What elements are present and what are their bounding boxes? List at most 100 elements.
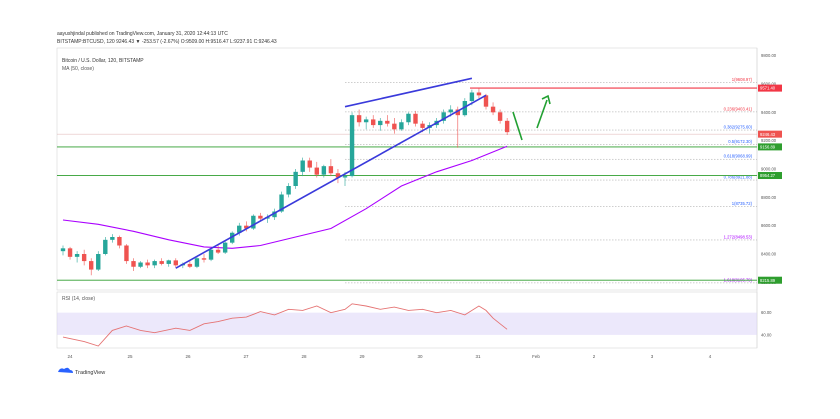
time-tick-label: 4 [709,354,712,359]
time-tick-label: Feb [532,354,540,359]
ma50-line [62,145,508,249]
candle-body [131,261,136,267]
candle [321,164,327,178]
candle-body [335,173,341,178]
price-badge-bg [758,130,782,138]
price-badges: 9571.40 9246.43 9156.89 8954.27 8215.89 [758,84,782,284]
rsi-label: RSI (14, close) [62,296,95,302]
candle-body [237,225,242,233]
time-tick-label: 24 [67,354,73,359]
price-tick-label: 9800.00 [761,53,777,58]
ma-layer [62,145,508,249]
candle [110,234,115,243]
trendline [175,94,487,269]
candle-body [117,237,122,246]
candle [392,118,397,134]
time-tick-label: 2 [593,354,596,359]
rsi-line [62,303,508,347]
candle [455,106,460,148]
candle [363,116,369,130]
candle-body [314,167,319,175]
candle [378,118,383,131]
candle [413,110,418,127]
candle-body [307,160,312,168]
candle-body [469,92,475,101]
price-badge: 8954.27 [758,172,782,180]
candle-body [166,260,171,264]
candle-body [272,211,277,218]
fib-label: 1.272(8498.53) [724,234,753,239]
candle [67,246,73,260]
fib-label: 0.5(9172.30) [728,139,752,144]
candle [483,93,489,110]
time-tick-label: 28 [301,354,307,359]
candle [117,235,122,249]
candle [356,109,362,127]
price-badge-label: 9156.89 [760,145,776,150]
candle-body [286,186,291,195]
price-tick-label: 8600.00 [761,223,777,228]
candle-body [462,101,468,116]
candle-body [258,215,263,219]
candle [208,248,214,262]
horizontal-levels [57,87,757,281]
trendline [344,77,473,108]
candle-body [321,166,327,175]
candle-body [378,120,383,126]
time-tick-label: 29 [359,354,365,359]
candle [74,251,80,263]
price-tick-label: 9200.00 [761,138,777,143]
candle [138,261,143,269]
candle [399,119,404,131]
candle [166,259,171,267]
candle [335,169,341,184]
time-tick-label: 25 [127,354,133,359]
price-badge-label: 9571.40 [760,86,776,91]
up-arrow [536,99,548,129]
ma-label: MA (50, close) [62,66,94,72]
candle-body [342,176,348,178]
candle-body [490,106,496,113]
candle [124,244,129,264]
candle [476,88,482,99]
cloud-icon [58,367,73,373]
time-tick-label: 3 [651,354,654,359]
symbol-line: BITSTAMP:BTCUSD, 120 9246.43 ▼ -253.57 (… [57,39,277,45]
candle-body [215,249,221,253]
candle-body [187,263,193,267]
candle-body [413,113,418,124]
candle [385,115,390,127]
candle [307,157,312,172]
down-arrow [512,111,523,141]
candle-body [392,123,397,130]
candle-body [483,95,489,107]
fib-label: 0.236(9403.41) [724,106,753,111]
candle-body [60,248,66,252]
candle [441,109,446,124]
candle-body [420,123,425,128]
candle [371,115,376,128]
fib-label: 1(8735.72) [732,201,753,206]
candle-body [152,261,157,266]
candle-body [385,120,390,124]
candle-body [399,122,404,130]
candle-body [504,120,510,133]
candle [60,245,66,256]
candle-body [406,113,411,123]
candle [258,212,263,222]
candle [194,256,200,269]
time-tick-label: 27 [243,354,249,359]
candle [406,112,411,126]
price-tick-label: 9000.00 [761,167,777,172]
rsi-tick-label: 60.00 [761,310,772,315]
fib-label: 0.618(9068.99) [724,154,753,159]
candle [504,118,510,135]
candle-body [328,166,334,174]
price-badge-bg [758,143,782,151]
price-badge-label: 9246.43 [760,132,776,137]
price-tick-label: 9600.00 [761,82,777,87]
candle [103,237,108,256]
price-badge-bg [758,84,782,92]
candle-body [363,119,369,123]
